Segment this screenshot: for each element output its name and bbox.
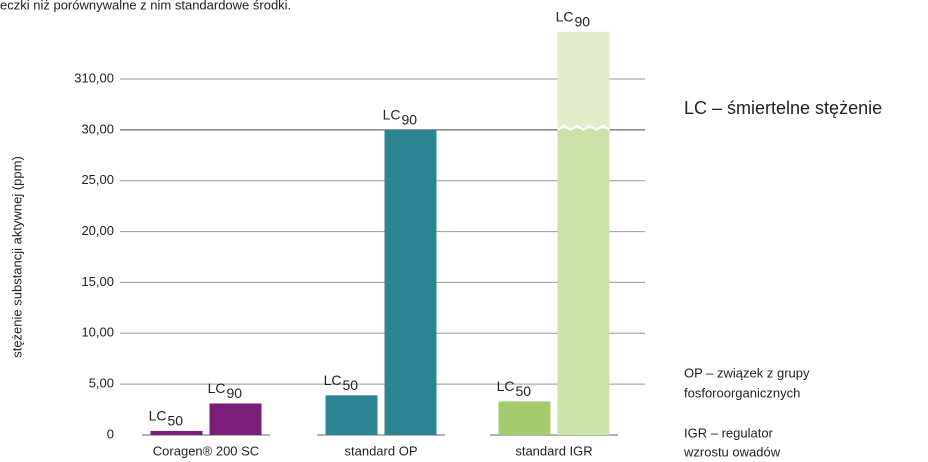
annotation: wzrostu owadów (683, 444, 781, 459)
bar (325, 395, 378, 435)
data-label: LC (324, 372, 342, 388)
x-tick-label: standard OP (345, 443, 418, 458)
annotation: fosforoorganicznych (684, 385, 800, 400)
top-text: eczki niż porównywalne z nim standardowe… (0, 0, 291, 12)
bar (498, 401, 551, 435)
x-tick-label: standard IGR (515, 443, 592, 458)
annotation: LC – śmiertelne stężenie (684, 98, 882, 118)
bar (384, 129, 437, 435)
y-tick-label: 0 (107, 426, 114, 441)
y-tick-label: 15,00 (81, 274, 114, 289)
data-label: LC (208, 380, 226, 396)
y-tick-label: 30,00 (81, 121, 114, 136)
x-tick-label: Coragen® 200 SC (153, 443, 259, 458)
annotation: OP – związek z grupy (684, 365, 810, 380)
data-label-subscript: 90 (575, 13, 591, 29)
data-label-subscript: 50 (168, 413, 184, 429)
y-tick-label: 20,00 (81, 223, 114, 238)
data-label: LC (149, 408, 167, 424)
data-label-subscript: 50 (343, 377, 359, 393)
y-tick-label: 25,00 (81, 172, 114, 187)
bar (150, 430, 203, 435)
data-label: LC (383, 106, 401, 122)
y-tick-label: 310,00 (74, 70, 114, 85)
annotation: IGR – regulator (684, 425, 774, 440)
data-label: LC (497, 378, 515, 394)
data-label-subscript: 90 (227, 385, 243, 401)
bar (209, 403, 262, 435)
y-axis-label: stężenie substancji aktywnej (ppm) (9, 156, 24, 358)
axis-break (556, 124, 611, 132)
y-tick-label: 5,00 (89, 376, 114, 391)
data-label: LC (556, 8, 574, 24)
data-label-subscript: 90 (402, 111, 418, 127)
y-tick-label: 10,00 (81, 325, 114, 340)
data-label-subscript: 50 (516, 383, 532, 399)
bar (557, 31, 610, 435)
